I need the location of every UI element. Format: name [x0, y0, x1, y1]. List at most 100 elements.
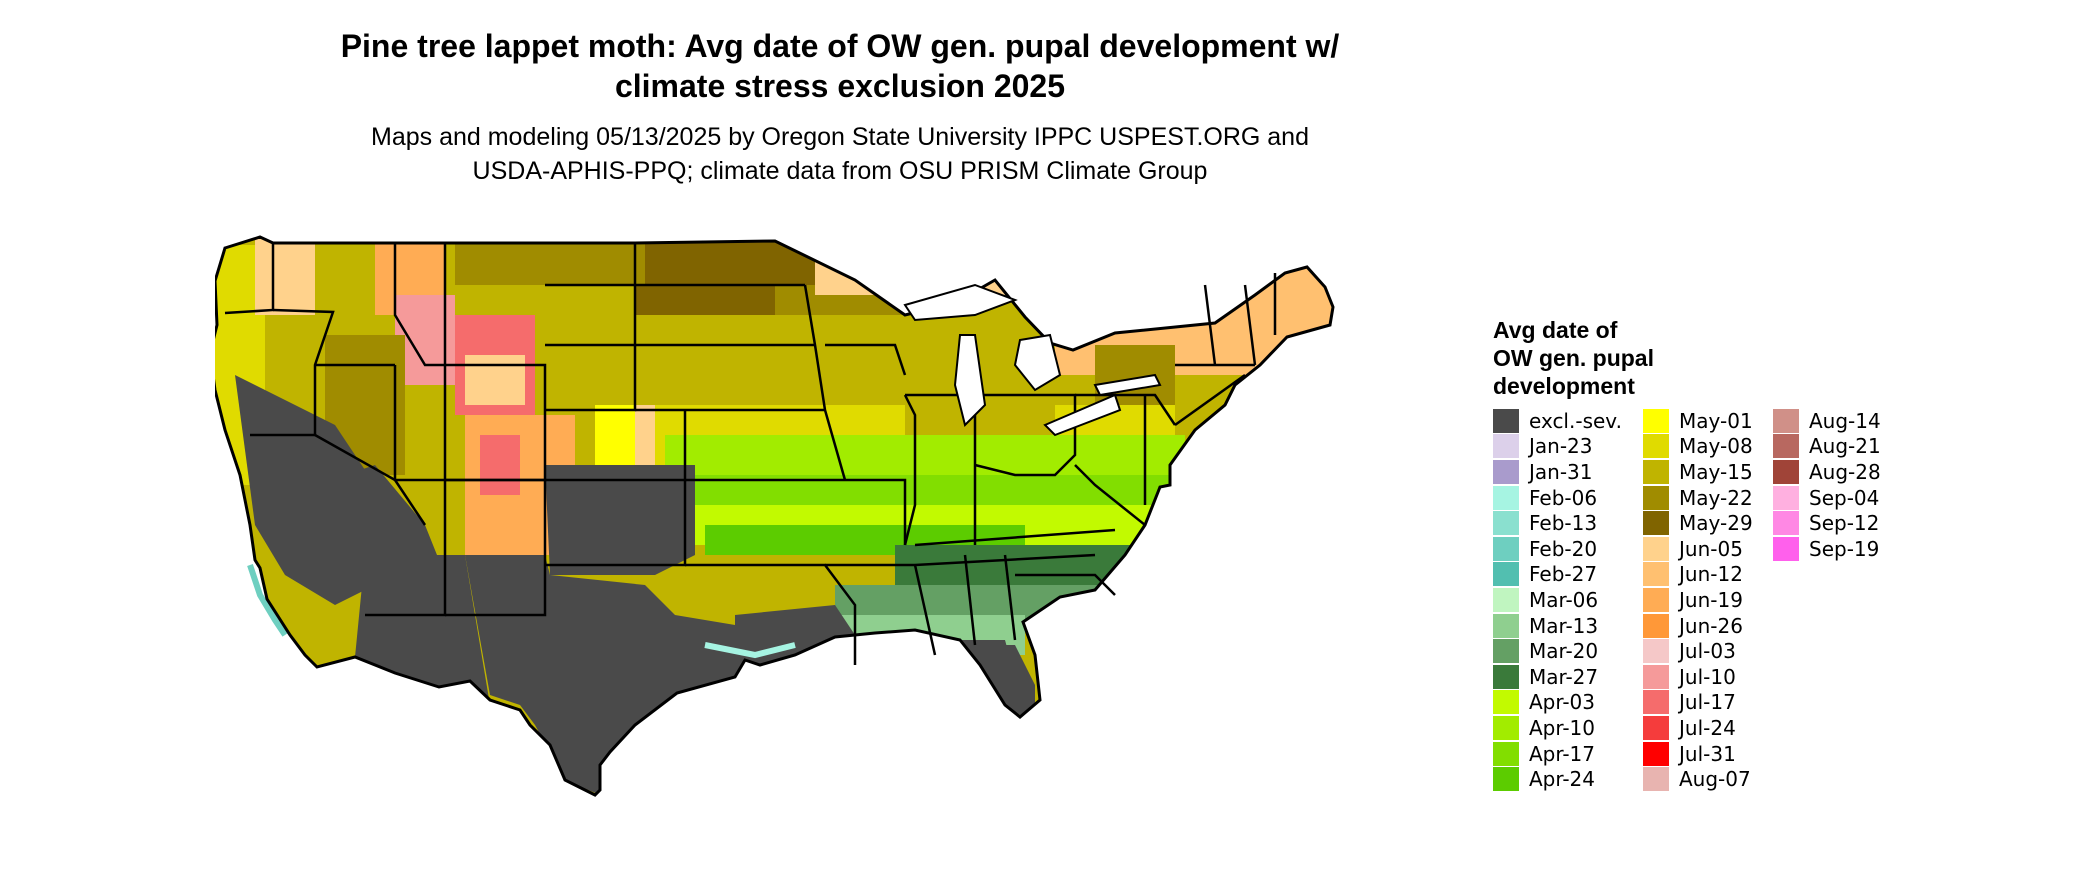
legend-label: Jun-05 — [1679, 536, 1743, 561]
legend-item: Feb-06 — [1493, 485, 1622, 511]
map-subtitle-line-1: Maps and modeling 05/13/2025 by Oregon S… — [371, 123, 1309, 151]
legend-item: Jul-03 — [1643, 638, 1753, 664]
legend-swatch — [1643, 485, 1669, 510]
legend-label: May-08 — [1679, 434, 1753, 459]
legend-item: Sep-19 — [1773, 536, 1881, 562]
legend-swatch — [1493, 562, 1519, 587]
legend-item: May-08 — [1643, 434, 1753, 460]
legend-swatch — [1643, 767, 1669, 792]
legend-label: Jul-24 — [1679, 715, 1736, 740]
legend-label: Jun-12 — [1679, 562, 1743, 587]
legend-label: Apr-10 — [1529, 715, 1595, 740]
legend-label: Jul-10 — [1679, 664, 1736, 689]
legend-swatch — [1643, 562, 1669, 587]
legend-item: Aug-21 — [1773, 434, 1881, 460]
legend-label: May-29 — [1679, 511, 1753, 536]
legend-item: May-01 — [1643, 408, 1753, 434]
legend-swatch — [1643, 459, 1669, 484]
legend-swatch — [1493, 741, 1519, 766]
legend-item: Apr-03 — [1493, 690, 1622, 716]
legend-swatch — [1773, 459, 1799, 484]
legend-label: Feb-27 — [1529, 562, 1598, 587]
legend-swatch — [1773, 434, 1799, 459]
legend-label: Feb-20 — [1529, 536, 1598, 561]
legend-swatch — [1773, 511, 1799, 536]
legend-swatch — [1643, 664, 1669, 689]
legend-label: Jul-03 — [1679, 639, 1736, 664]
legend-item: Jul-17 — [1643, 690, 1753, 716]
legend-swatch — [1773, 536, 1799, 561]
legend-label: Aug-28 — [1809, 459, 1881, 484]
legend-swatch — [1643, 408, 1669, 433]
legend-swatch — [1643, 536, 1669, 561]
legend-item: Jun-12 — [1643, 562, 1753, 588]
legend-label: Sep-12 — [1809, 511, 1880, 536]
legend-item: Feb-27 — [1493, 562, 1622, 588]
legend-title-line-2: OW gen. pupal — [1493, 345, 1654, 371]
legend-item: Jul-10 — [1643, 664, 1753, 690]
legend-label: Aug-21 — [1809, 434, 1881, 459]
legend-swatch — [1493, 587, 1519, 612]
legend-label: May-22 — [1679, 485, 1753, 510]
legend-item: Apr-17 — [1493, 741, 1622, 767]
legend-swatch — [1493, 485, 1519, 510]
legend-item: May-22 — [1643, 485, 1753, 511]
legend-swatch — [1493, 767, 1519, 792]
map-title-line-2: climate stress exclusion 2025 — [614, 68, 1066, 104]
legend-label: Mar-20 — [1529, 639, 1599, 664]
legend-swatch — [1643, 690, 1669, 715]
legend-label: excl.-sev. — [1529, 408, 1622, 433]
legend-swatch — [1493, 536, 1519, 561]
legend-swatch — [1493, 664, 1519, 689]
legend-swatch — [1493, 715, 1519, 740]
legend-item: May-29 — [1643, 510, 1753, 536]
legend-title-line-1: Avg date of — [1493, 317, 1618, 343]
legend-swatch — [1493, 511, 1519, 536]
legend-item: May-15 — [1643, 459, 1753, 485]
legend-item: Apr-10 — [1493, 715, 1622, 741]
legend-label: Aug-07 — [1679, 767, 1751, 792]
legend-label: Mar-27 — [1529, 664, 1599, 689]
legend-label: Jan-31 — [1529, 459, 1593, 484]
map-subtitle-line-2: USDA-APHIS-PPQ; climate data from OSU PR… — [472, 157, 1208, 185]
legend-item: Aug-14 — [1773, 408, 1881, 434]
legend-swatch — [1773, 408, 1799, 433]
legend-column-1: excl.-sev. Jan-23 Jan-31 Feb-06 Feb-13 Feb-20… — [1493, 408, 1622, 792]
legend-label: Jan-23 — [1529, 434, 1593, 459]
legend-item: Aug-28 — [1773, 459, 1881, 485]
us-map — [215, 235, 1335, 797]
legend-column-3: Aug-14 Aug-21 Aug-28 Sep-04 Sep-12 Sep-19 — [1773, 408, 1881, 562]
legend-label: Mar-06 — [1529, 587, 1599, 612]
legend-item: Mar-13 — [1493, 613, 1622, 639]
legend-swatch — [1773, 485, 1799, 510]
legend-swatch — [1493, 613, 1519, 638]
legend-swatch — [1643, 587, 1669, 612]
legend-label: Sep-19 — [1809, 536, 1880, 561]
legend-label: Jun-26 — [1679, 613, 1743, 638]
legend-item: Aug-07 — [1643, 766, 1753, 792]
legend-label: Apr-17 — [1529, 741, 1595, 766]
legend-swatch — [1643, 511, 1669, 536]
legend-item: Mar-27 — [1493, 664, 1622, 690]
legend-swatch — [1643, 434, 1669, 459]
legend-swatch — [1643, 639, 1669, 664]
legend-item: Sep-12 — [1773, 510, 1881, 536]
legend-label: Jun-19 — [1679, 587, 1743, 612]
legend-item: Jun-26 — [1643, 613, 1753, 639]
legend-swatch — [1643, 715, 1669, 740]
legend-swatch — [1493, 639, 1519, 664]
legend-title-line-3: development — [1493, 373, 1635, 399]
legend-item: Feb-20 — [1493, 536, 1622, 562]
legend-column-2: May-01 May-08 May-15 May-22 May-29 Jun-05 Jun-… — [1643, 408, 1753, 792]
legend-item: Jun-19 — [1643, 587, 1753, 613]
legend-item: Feb-13 — [1493, 510, 1622, 536]
legend-swatch — [1493, 690, 1519, 715]
legend-label: Aug-14 — [1809, 408, 1881, 433]
legend-swatch — [1493, 459, 1519, 484]
legend-item: Jul-24 — [1643, 715, 1753, 741]
legend-item: Mar-06 — [1493, 587, 1622, 613]
legend-swatch — [1643, 741, 1669, 766]
legend-label: Mar-13 — [1529, 613, 1599, 638]
legend-swatch — [1493, 408, 1519, 433]
legend-label: May-01 — [1679, 408, 1753, 433]
